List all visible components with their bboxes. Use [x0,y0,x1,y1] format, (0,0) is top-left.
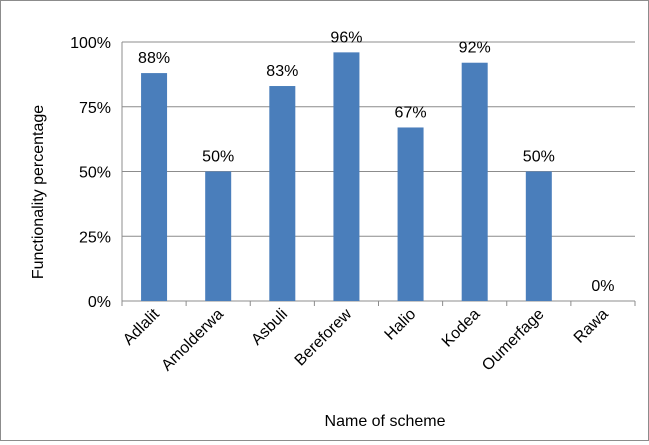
data-label: 88% [138,50,170,67]
y-tick-label: 50% [79,165,111,182]
data-labels: 88% 50% 83% 96% 67% 92% 50% 0% [138,29,614,295]
y-tick-label: 100% [70,35,111,52]
x-tick-label: Halio [382,306,420,344]
data-label: 83% [266,63,298,80]
x-tick-label: Oumerfage [479,306,548,375]
data-label: 92% [459,40,491,57]
bar-halio [397,127,424,301]
x-tick-label: Amolderwa [158,306,227,375]
x-tick-label: Kodea [439,306,484,351]
data-label: 50% [523,149,555,166]
x-axis-title: Name of scheme [325,413,446,430]
bar-asbuli [269,86,296,301]
x-tick-label: Asbuli [248,306,291,349]
x-tick-label: Rawa [571,306,612,347]
data-label: 96% [330,29,362,46]
y-tick-labels: 0% 25% 50% 75% 100% [70,35,111,311]
bar-adlalit [141,73,168,301]
bar-amolderwa [205,171,232,301]
data-label: 67% [395,104,427,121]
bar-oumerfage [525,171,552,301]
y-tick-label: 0% [88,294,111,311]
bar-bereforew [333,52,360,301]
bar-kodea [461,62,488,301]
x-tick-label: Bereforew [292,305,356,369]
data-label: 0% [591,278,614,295]
x-tick-label: Adlalit [120,305,163,348]
y-tick-label: 25% [79,229,111,246]
y-tick-label: 75% [79,100,111,117]
data-label: 50% [202,149,234,166]
y-axis-title: Functionality percentage [30,105,47,279]
gridlines [121,41,636,306]
bars [141,52,552,301]
